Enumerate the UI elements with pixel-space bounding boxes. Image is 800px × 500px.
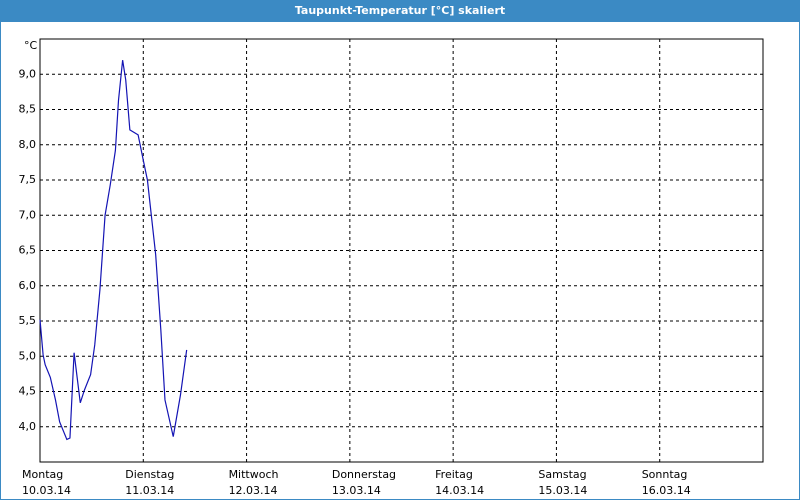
data-line [39,60,188,441]
y-tick-label: 8,0 [19,138,37,151]
x-tick-date: 12.03.14 [229,484,278,497]
x-tick-date: 16.03.14 [642,484,691,497]
x-tick-date: 13.03.14 [332,484,381,497]
title-bar: Taupunkt-Temperatur [°C] skaliert [0,0,800,22]
y-tick-label: 4,0 [19,420,37,433]
y-tick-label: 4,5 [19,385,37,398]
y-tick-label: 7,0 [19,208,37,221]
x-tick-date: 10.03.14 [22,484,71,497]
x-tick-label: Dienstag [125,468,174,481]
y-tick-label: 5,0 [19,349,37,362]
x-tick-label: Montag [22,468,63,481]
y-tick-label: 5,5 [19,314,37,327]
x-tick-label: Sonntag [642,468,688,481]
y-tick-label: 7,5 [19,173,37,186]
y-tick-label: 8,5 [19,103,37,116]
y-axis-label: °C [24,39,38,52]
x-tick-label: Samstag [538,468,586,481]
chart-title: Taupunkt-Temperatur [°C] skaliert [294,4,506,17]
y-tick-label: 9,0 [19,67,37,80]
x-tick-date: 11.03.14 [125,484,174,497]
x-tick-label: Freitag [435,468,473,481]
y-tick-label: 6,0 [19,279,37,292]
x-tick-date: 14.03.14 [435,484,484,497]
x-tick-label: Donnerstag [332,468,396,481]
y-tick-label: 6,5 [19,244,37,257]
x-tick-label: Mittwoch [229,468,279,481]
x-tick-date: 15.03.14 [538,484,587,497]
